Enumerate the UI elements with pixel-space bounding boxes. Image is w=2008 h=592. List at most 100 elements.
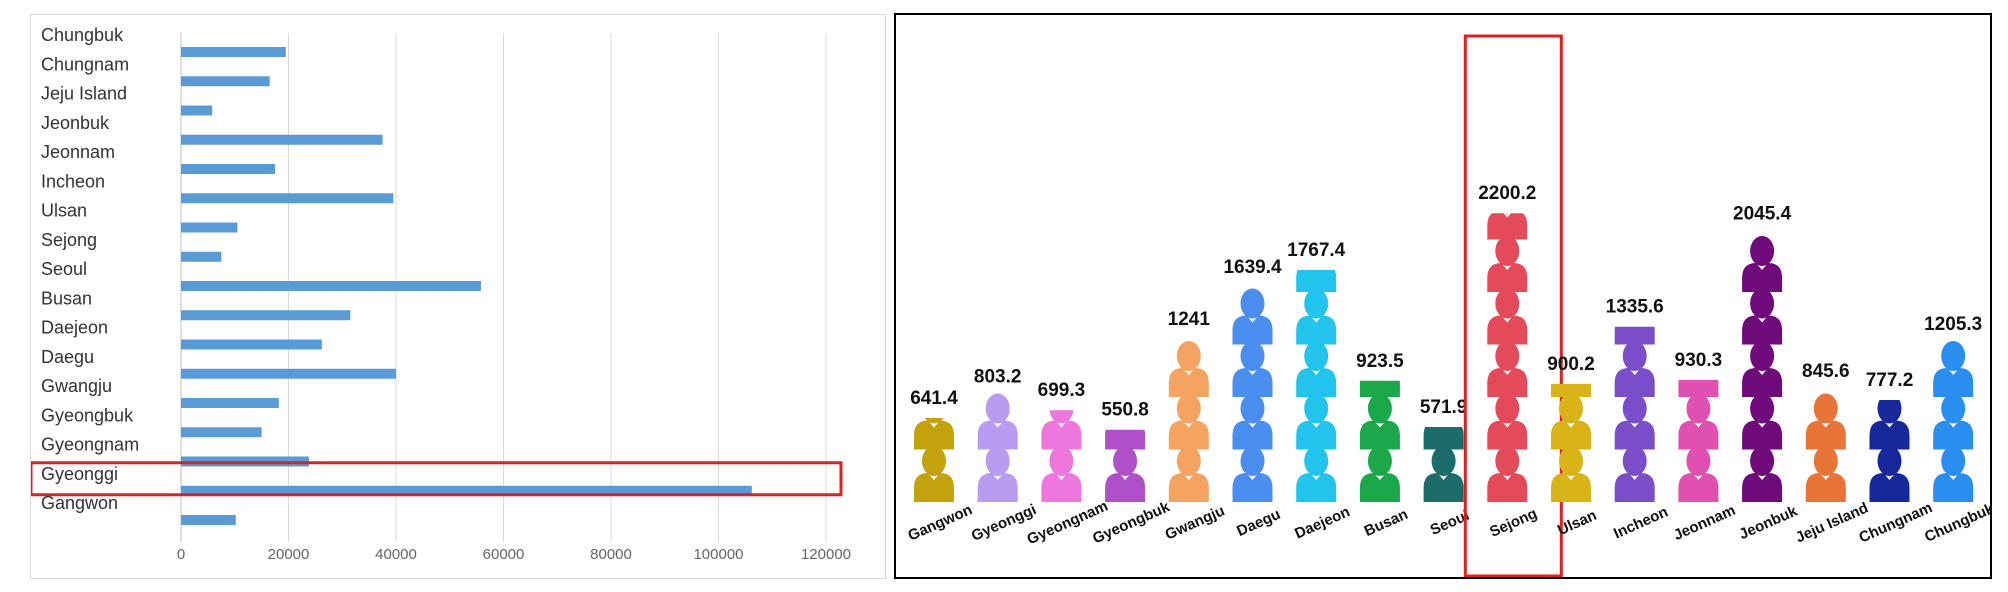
person-body (1296, 270, 1337, 292)
highlight-box-sejong (1463, 34, 1563, 578)
region-label-chungnam: Chungnam (1856, 499, 1934, 546)
person-body (1359, 420, 1400, 450)
bar-jeonbuk (181, 134, 383, 145)
value-label-incheon: 1335.6 (1606, 297, 1664, 318)
pictogram-column-busan (1359, 380, 1400, 502)
person-body (1168, 420, 1209, 450)
category-label-gangwon: Gangwon (41, 493, 118, 513)
person-body (1869, 473, 1910, 502)
person-head (1686, 393, 1711, 424)
pictogram-column-daegu (1232, 288, 1273, 502)
bar-gyeongbuk (181, 427, 262, 438)
person-body (1933, 473, 1974, 502)
person-head (1750, 288, 1775, 319)
person-body (1296, 315, 1337, 345)
value-label-chungnam: 777.2 (1866, 370, 1914, 391)
pictogram-column-daejeon (1296, 270, 1337, 502)
person-head (1367, 446, 1392, 476)
value-label-jeju-island: 845.6 (1802, 361, 1850, 382)
value-label-seoul: 571.9 (1420, 397, 1468, 418)
person-body (1742, 420, 1783, 450)
value-label-gangwon: 641.4 (910, 388, 958, 409)
person-body (1678, 473, 1719, 502)
pictogram-column-jeonnam (1678, 379, 1719, 502)
value-label-chungbuk: 1205.3 (1924, 314, 1982, 335)
partial-figure (1296, 270, 1337, 292)
value-label-ulsan: 900.2 (1547, 354, 1595, 375)
person-body (914, 420, 954, 450)
x-tick-label: 0 (177, 546, 185, 563)
person-body (1296, 420, 1337, 450)
person-body (1742, 315, 1783, 345)
category-label-gyeonggi: Gyeonggi (41, 464, 118, 484)
partial-figure (1869, 399, 1910, 450)
person-body (1805, 420, 1846, 450)
person-head (1495, 341, 1520, 371)
person-body (1168, 473, 1209, 502)
person-body (1232, 315, 1273, 345)
category-label-busan: Busan (41, 288, 92, 308)
category-label-sejong: Sejong (41, 230, 97, 250)
person-head (1813, 446, 1838, 476)
value-label-gyeongnam: 699.3 (1038, 380, 1086, 401)
region-label-chungbuk: Chungbuk (1922, 500, 1990, 546)
person-head (1877, 446, 1902, 476)
person-head (1495, 236, 1520, 266)
person-head (1813, 393, 1838, 424)
person-head (1686, 446, 1711, 476)
person-body (1487, 263, 1528, 292)
person-head (1049, 410, 1074, 424)
person-head (1622, 341, 1647, 371)
person-body (1232, 420, 1273, 450)
person-head (1367, 393, 1392, 424)
person-head (922, 446, 946, 476)
person-body (1551, 420, 1591, 450)
person-head (1495, 288, 1520, 319)
person-body (1614, 326, 1655, 345)
region-label-jeonnam: Jeonnam (1671, 502, 1738, 544)
person-head (1495, 446, 1520, 476)
person-body (1805, 473, 1846, 502)
person-body (1487, 473, 1528, 502)
person-body (1168, 368, 1209, 397)
person-head (1559, 393, 1583, 424)
partial-figure (1423, 426, 1464, 450)
pictogram-column-gyeongnam (1041, 410, 1082, 502)
person-head (1304, 446, 1329, 476)
bar-seoul (181, 281, 481, 291)
pictogram-column-sejong (1487, 213, 1528, 502)
partial-figure (914, 417, 954, 450)
person-head (1622, 393, 1647, 424)
person-body (1933, 420, 1974, 450)
person-body (1041, 420, 1082, 450)
person-head (1304, 288, 1329, 319)
bar-daejeon (181, 339, 322, 350)
pictogram-column-seoul (1423, 426, 1464, 502)
value-label-gyeonggi: 803.2 (974, 367, 1022, 388)
person-head (1877, 399, 1902, 424)
person-body (1041, 473, 1082, 502)
person-body (1359, 473, 1400, 502)
pictogram-column-gangwon (914, 417, 954, 502)
person-head (1176, 341, 1201, 371)
category-label-jeonnam: Jeonnam (41, 142, 115, 162)
category-label-gwangju: Gwangju (41, 376, 112, 396)
partial-figure (1678, 379, 1719, 397)
pictogram-column-chungnam (1869, 399, 1910, 502)
person-head (1240, 288, 1265, 319)
person-head (1505, 213, 1510, 214)
partial-figure (1359, 380, 1400, 397)
person-head (1176, 393, 1201, 424)
person-body (1487, 368, 1528, 397)
x-tick-label: 80000 (590, 546, 632, 563)
region-label-sejong: Sejong (1487, 505, 1540, 541)
person-body (1678, 379, 1719, 397)
person-body (1742, 473, 1783, 502)
value-label-daegu: 1639.4 (1223, 257, 1282, 278)
bar-daegu (181, 368, 396, 379)
person-head (1941, 393, 1966, 424)
region-label-jeonbuk: Jeonbuk (1737, 502, 1801, 543)
bar-jeju-island (181, 105, 213, 116)
person-body (1614, 473, 1655, 502)
person-head (985, 446, 1010, 476)
